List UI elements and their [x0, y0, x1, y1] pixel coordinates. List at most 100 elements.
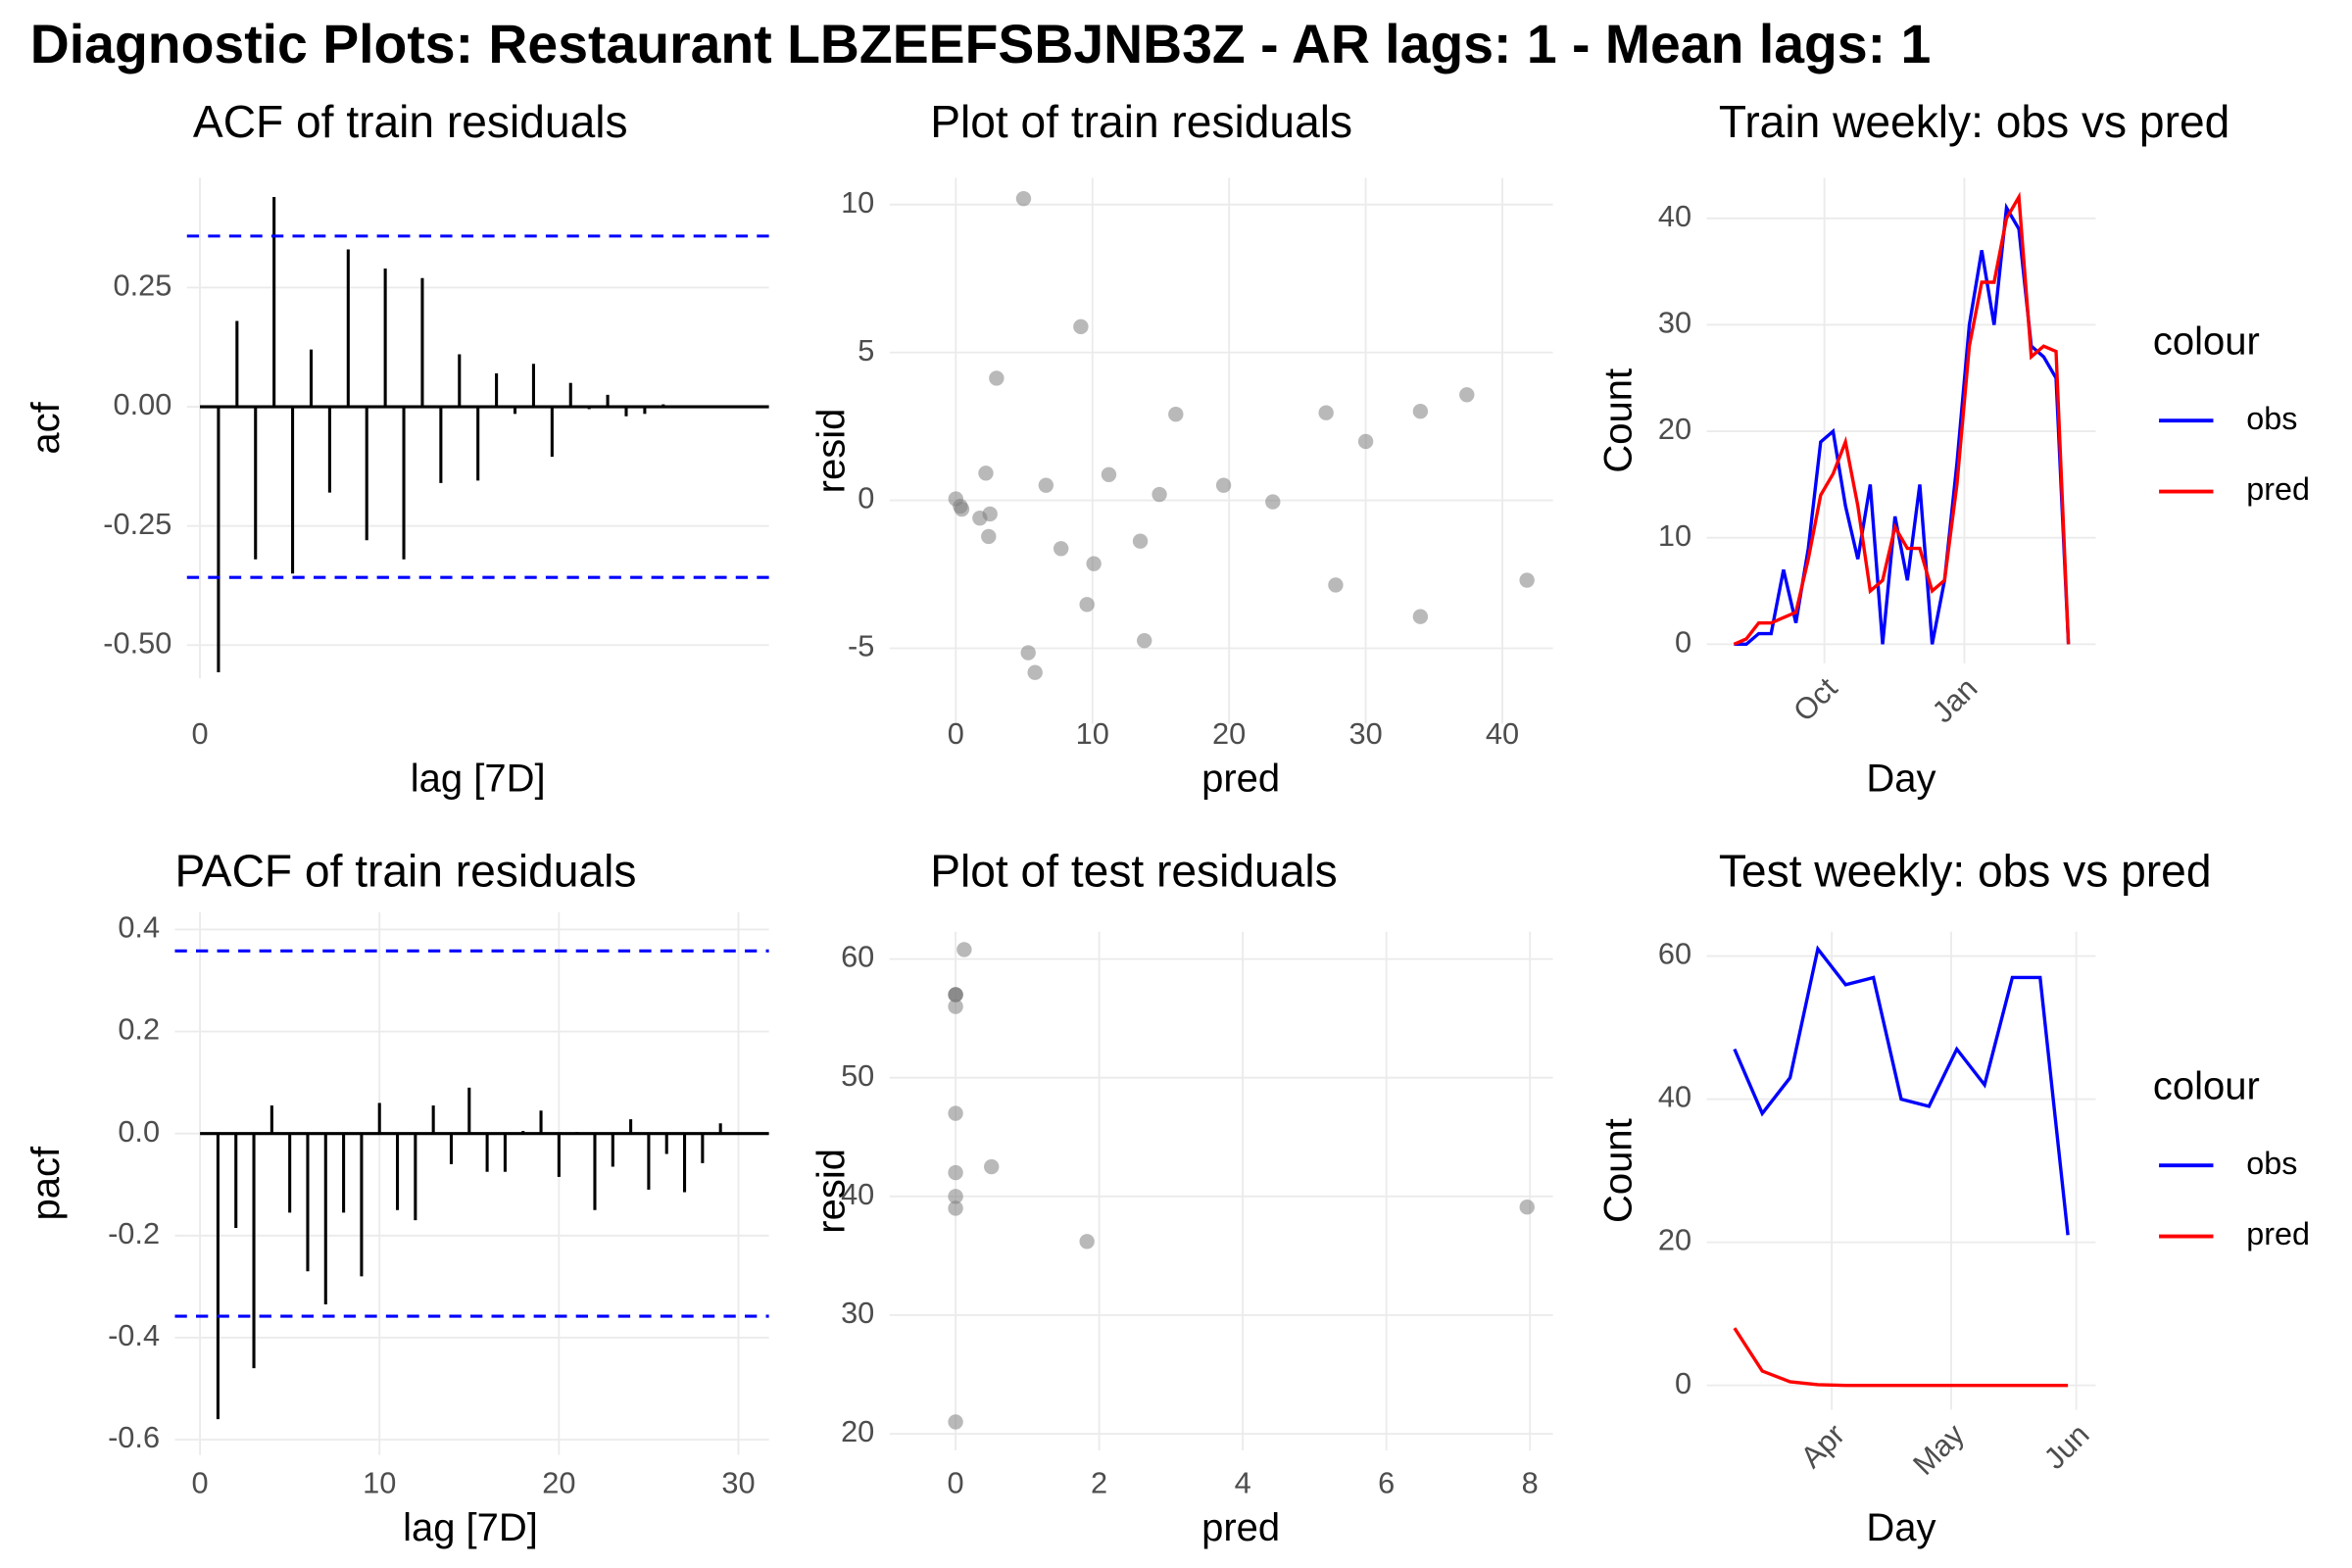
- y-tick-label: 10: [1658, 518, 1691, 553]
- point: [1079, 597, 1095, 612]
- legend-label: obs: [2246, 401, 2297, 436]
- y-tick-label: 0.2: [118, 1012, 160, 1047]
- point: [981, 528, 997, 545]
- point: [1079, 1234, 1095, 1250]
- x-tick-label: 20: [1212, 716, 1246, 751]
- x-tick-label: May: [1906, 1417, 1971, 1482]
- legend-label: pred: [2246, 471, 2310, 507]
- series-line: [1733, 1327, 2069, 1388]
- y-tick-label: 50: [841, 1058, 874, 1093]
- panel-title: Test weekly: obs vs pred: [1719, 845, 2212, 896]
- x-axis-label: lag [7D]: [411, 757, 546, 800]
- figure-title: Diagnostic Plots: Restaurant LBZEEFSBJNB…: [30, 14, 1931, 74]
- y-axis-label: acf: [24, 401, 68, 454]
- point: [948, 1105, 963, 1121]
- point: [982, 506, 998, 522]
- x-tick-label: 10: [363, 1466, 396, 1500]
- y-tick-label: -0.4: [108, 1318, 160, 1352]
- point: [948, 1414, 963, 1430]
- panel-title: Plot of test residuals: [930, 845, 1337, 896]
- point: [1038, 477, 1054, 493]
- x-tick-label: 30: [721, 1466, 755, 1500]
- x-tick-label: 2: [1091, 1466, 1107, 1500]
- point: [1020, 645, 1036, 661]
- y-axis-label: resid: [809, 409, 853, 494]
- panel-title: Plot of train residuals: [930, 96, 1352, 147]
- x-tick-label: 4: [1235, 1466, 1251, 1500]
- point: [978, 466, 994, 481]
- point: [1137, 632, 1152, 649]
- y-tick-label: 0.25: [114, 269, 172, 303]
- y-tick-label: 0.0: [118, 1114, 160, 1149]
- point: [1215, 477, 1232, 493]
- y-tick-label: 0.00: [114, 387, 172, 421]
- point: [1086, 556, 1102, 571]
- y-tick-label: 20: [1658, 1223, 1691, 1257]
- panel-title: PACF of train residuals: [174, 845, 636, 896]
- y-tick-label: -0.6: [108, 1420, 160, 1454]
- series-line: [1734, 202, 2071, 647]
- x-tick-label: 40: [1486, 716, 1519, 751]
- point: [1412, 404, 1429, 419]
- x-axis-label: pred: [1201, 1506, 1280, 1549]
- point: [1412, 609, 1429, 624]
- x-tick-label: Jun: [2037, 1417, 2096, 1476]
- x-axis-label: Day: [1866, 1506, 1936, 1549]
- x-tick-label: 0: [192, 1466, 209, 1500]
- series-line: [1733, 191, 2071, 646]
- point: [1168, 407, 1184, 422]
- y-tick-label: 60: [1658, 937, 1691, 971]
- x-tick-label: 0: [948, 1466, 964, 1500]
- y-tick-label: 60: [841, 940, 874, 974]
- point: [1015, 190, 1032, 207]
- y-tick-label: 5: [858, 333, 874, 368]
- y-tick-label: 20: [1658, 412, 1691, 446]
- y-tick-label: 30: [841, 1296, 874, 1330]
- x-tick-label: 0: [191, 716, 208, 751]
- y-tick-label: 40: [841, 1177, 874, 1211]
- x-tick-label: Apr: [1793, 1417, 1851, 1475]
- x-axis-label: pred: [1201, 757, 1280, 800]
- legend-title: colour: [2153, 319, 2260, 363]
- point: [984, 1158, 1000, 1175]
- x-tick-label: 6: [1378, 1466, 1395, 1500]
- y-tick-label: -0.50: [103, 625, 172, 660]
- y-axis-label: Count: [1596, 368, 1640, 473]
- x-tick-label: 30: [1348, 716, 1382, 751]
- y-tick-label: 0: [1675, 624, 1691, 659]
- point: [1265, 494, 1281, 510]
- point: [1357, 433, 1374, 450]
- y-tick-label: 0: [858, 481, 874, 515]
- legend-label: obs: [2246, 1146, 2297, 1181]
- y-axis-label: pacf: [24, 1146, 68, 1220]
- point: [954, 501, 970, 517]
- y-tick-label: -5: [848, 629, 874, 663]
- point: [948, 1200, 963, 1216]
- y-tick-label: 40: [1658, 199, 1691, 233]
- x-tick-label: 20: [542, 1466, 575, 1500]
- point: [1519, 572, 1535, 588]
- y-tick-label: 0.4: [118, 910, 160, 945]
- point: [1073, 318, 1089, 335]
- point: [989, 370, 1004, 386]
- x-tick-label: Oct: [1787, 670, 1844, 728]
- point: [1053, 541, 1069, 557]
- x-tick-label: 10: [1076, 716, 1109, 751]
- point: [1519, 1200, 1535, 1215]
- point: [948, 1164, 963, 1181]
- y-tick-label: 30: [1658, 306, 1691, 340]
- point: [1459, 387, 1475, 403]
- x-tick-label: 8: [1522, 1466, 1539, 1500]
- x-tick-label: 0: [948, 716, 964, 751]
- point: [1027, 664, 1043, 680]
- y-tick-label: -0.2: [108, 1216, 160, 1250]
- y-axis-label: Count: [1596, 1118, 1640, 1223]
- legend-label: pred: [2246, 1216, 2310, 1251]
- point: [1152, 486, 1167, 503]
- point: [956, 942, 972, 957]
- point: [948, 999, 963, 1014]
- y-tick-label: 40: [1658, 1080, 1691, 1114]
- legend-title: colour: [2153, 1064, 2260, 1107]
- panel-title: Train weekly: obs vs pred: [1719, 96, 2230, 147]
